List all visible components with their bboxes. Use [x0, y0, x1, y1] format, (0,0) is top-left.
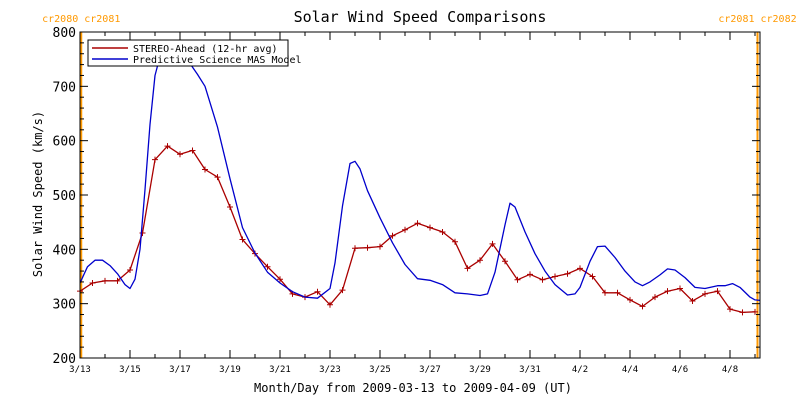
data-point [189, 147, 196, 154]
data-point [127, 266, 133, 273]
chart-title: Solar Wind Speed Comparisons [294, 8, 547, 26]
carrington-label-right: cr2082 [761, 14, 797, 25]
axes-layer: 200 300 400 500 600 700 800 3/13 3/15 3/17 3/19 3/2… [53, 26, 761, 375]
x-tick-label: 4/6 [672, 365, 688, 375]
x-tick-label: 4/8 [722, 365, 738, 375]
data-point [539, 276, 546, 283]
series-mas-model [79, 53, 761, 302]
data-point [489, 240, 496, 247]
data-point [102, 277, 108, 284]
legend-label: STEREO-Ahead (12-hr avg) [133, 44, 278, 55]
x-tick-label: 3/29 [469, 365, 491, 375]
data-point [752, 308, 758, 315]
data-point [602, 289, 608, 296]
x-tick-label: 3/13 [69, 365, 91, 375]
x-tick-label: 3/21 [269, 365, 291, 375]
data-point [477, 257, 483, 264]
data-point [702, 290, 708, 297]
x-tick-label: 4/2 [572, 365, 588, 375]
series-layer [77, 53, 761, 316]
data-point [314, 288, 321, 295]
data-point [639, 303, 646, 310]
data-point [377, 243, 383, 250]
data-point [677, 285, 683, 292]
data-point [614, 289, 621, 296]
series-stereo-ahead [77, 143, 758, 316]
y-tick-label: 500 [53, 189, 76, 204]
data-point [564, 270, 571, 277]
data-point [89, 280, 96, 287]
data-point [527, 271, 533, 278]
x-tick-label: 3/19 [219, 365, 241, 375]
carrington-label-right: cr2081 [84, 14, 120, 25]
data-point [164, 143, 171, 150]
data-point [514, 276, 521, 283]
data-point [427, 224, 433, 231]
y-tick-label: 700 [53, 80, 76, 95]
x-tick-label: 3/17 [169, 365, 191, 375]
x-tick-label: 3/25 [369, 365, 391, 375]
plot-frame [79, 31, 761, 359]
legend: STEREO-Ahead (12-hr avg)Predictive Scien… [87, 39, 302, 67]
x-tick-label: 4/4 [622, 365, 638, 375]
carrington-label-left: cr2081 [718, 14, 754, 25]
data-point [664, 288, 671, 295]
y-axis-label: Solar Wind Speed (km/s) [31, 111, 45, 277]
data-point [652, 294, 658, 301]
data-point [327, 301, 333, 308]
data-point [502, 258, 508, 265]
data-point [352, 245, 358, 252]
data-point [339, 287, 346, 294]
x-tick-label: 3/31 [519, 365, 541, 375]
y-tick-label: 200 [53, 352, 76, 367]
data-point [202, 166, 208, 173]
carrington-label-left: cr2080 [42, 14, 78, 25]
data-point [177, 151, 183, 158]
legend-box [87, 39, 289, 67]
data-point [589, 273, 596, 280]
x-tick-label: 3/15 [119, 365, 141, 375]
data-point [714, 288, 721, 295]
data-point [727, 306, 733, 313]
data-point [402, 226, 408, 233]
data-point [414, 220, 421, 227]
data-point [152, 156, 158, 163]
data-point [739, 309, 746, 316]
x-tick-label: 3/23 [319, 365, 341, 375]
y-tick-label: 800 [53, 26, 76, 41]
data-point [364, 244, 371, 251]
x-axis-label: Month/Day from 2009-03-13 to 2009-04-09 … [254, 381, 572, 395]
y-tick-label: 400 [53, 243, 76, 258]
data-point [627, 296, 633, 303]
data-point [214, 174, 221, 181]
data-point [464, 265, 471, 272]
data-point [264, 263, 271, 270]
data-point [552, 273, 558, 280]
data-point [689, 297, 696, 304]
x-tick-label: 3/27 [419, 365, 441, 375]
data-point [239, 236, 246, 243]
legend-label: Predictive Science MAS Model [133, 55, 302, 66]
series-line [79, 53, 761, 302]
data-point [439, 228, 446, 235]
data-point [277, 276, 283, 283]
data-point [139, 230, 146, 237]
data-point [114, 277, 121, 284]
data-point [577, 265, 583, 272]
y-tick-label: 600 [53, 135, 76, 150]
data-point [389, 232, 396, 239]
data-point [227, 203, 233, 210]
y-tick-label: 300 [53, 298, 76, 313]
data-point [452, 238, 458, 245]
series-line [79, 145, 756, 314]
